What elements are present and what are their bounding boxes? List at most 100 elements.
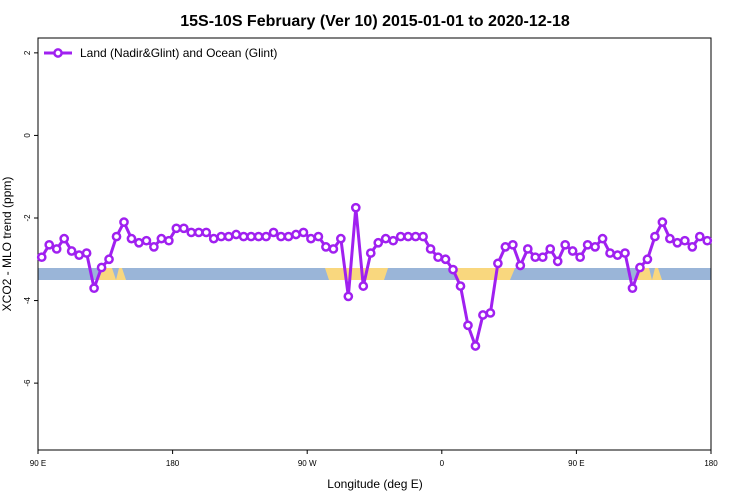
data-point bbox=[515, 260, 526, 271]
plot-frame bbox=[37, 37, 712, 451]
data-point bbox=[246, 231, 256, 242]
data-point bbox=[216, 231, 227, 242]
data-point bbox=[448, 264, 458, 275]
data-point bbox=[657, 217, 668, 227]
y-tick-label: 0 bbox=[23, 133, 32, 138]
data-point bbox=[433, 252, 443, 263]
data-point bbox=[268, 227, 279, 238]
data-point bbox=[171, 223, 182, 234]
land-band bbox=[116, 268, 126, 280]
data-point bbox=[560, 239, 571, 250]
data-point bbox=[590, 242, 600, 252]
data-point bbox=[328, 244, 339, 254]
data-point bbox=[74, 250, 84, 260]
data-point bbox=[156, 233, 167, 244]
data-point bbox=[620, 248, 630, 258]
data-point bbox=[238, 231, 249, 242]
x-tick-label: 0 bbox=[440, 459, 445, 468]
data-point bbox=[425, 244, 436, 254]
data-point bbox=[350, 202, 361, 213]
data-point bbox=[373, 237, 384, 248]
data-point bbox=[380, 233, 391, 244]
data-point bbox=[186, 227, 197, 238]
data-point bbox=[530, 252, 541, 263]
data-point bbox=[403, 231, 413, 242]
data-point bbox=[66, 246, 77, 256]
x-tick-label: 90 E bbox=[30, 459, 46, 468]
data-point bbox=[635, 262, 645, 273]
data-point bbox=[358, 281, 369, 291]
data-point bbox=[522, 244, 533, 254]
data-point bbox=[575, 252, 585, 263]
x-tick-label: 180 bbox=[704, 459, 718, 468]
data-point bbox=[336, 233, 346, 244]
y-tick-label: -6 bbox=[23, 379, 32, 387]
data-point bbox=[597, 233, 608, 244]
data-point bbox=[395, 231, 406, 242]
data-point bbox=[627, 283, 638, 294]
data-point bbox=[343, 291, 354, 302]
data-point bbox=[485, 308, 496, 318]
data-point bbox=[418, 231, 428, 242]
data-point bbox=[81, 248, 92, 258]
data-point bbox=[463, 320, 473, 331]
data-point bbox=[89, 283, 99, 294]
chart-title: 15S-10S February (Ver 10) 2015-01-01 to … bbox=[180, 13, 570, 30]
land-band bbox=[652, 268, 662, 280]
data-point bbox=[552, 256, 563, 267]
data-point bbox=[231, 229, 242, 240]
data-point bbox=[537, 252, 548, 263]
data-point bbox=[298, 227, 309, 238]
legend-label: Land (Nadir&Glint) and Ocean (Glint) bbox=[80, 46, 277, 60]
data-point bbox=[612, 250, 623, 260]
data-point bbox=[679, 235, 690, 246]
data-point bbox=[478, 310, 488, 320]
data-point bbox=[283, 231, 294, 242]
data-point bbox=[605, 248, 615, 258]
data-point bbox=[253, 231, 264, 242]
data-point bbox=[223, 231, 234, 242]
data-point bbox=[134, 237, 144, 248]
x-tick-label: 90 W bbox=[298, 459, 317, 468]
data-point bbox=[687, 242, 698, 252]
data-point bbox=[111, 231, 122, 242]
data-point bbox=[650, 231, 660, 242]
data-point bbox=[178, 223, 189, 234]
x-axis-label: Longitude (deg E) bbox=[327, 477, 422, 491]
legend-marker bbox=[53, 48, 63, 58]
data-point bbox=[96, 262, 107, 273]
y-tick-label: -4 bbox=[23, 296, 32, 304]
data-point bbox=[410, 231, 421, 242]
data-point bbox=[126, 233, 137, 244]
data-point bbox=[164, 235, 174, 246]
x-tick-label: 90 E bbox=[568, 459, 584, 468]
y-axis-label: XCO2 - MLO trend (ppm) bbox=[0, 177, 14, 312]
data-point bbox=[141, 235, 152, 246]
data-point bbox=[388, 235, 399, 246]
y-tick-label: -2 bbox=[23, 214, 32, 222]
data-point bbox=[44, 239, 55, 250]
data-point bbox=[51, 244, 62, 254]
data-point bbox=[261, 231, 271, 242]
data-point bbox=[470, 341, 481, 351]
data-point bbox=[500, 242, 511, 252]
data-point bbox=[119, 217, 129, 227]
data-point bbox=[321, 242, 331, 252]
data-point bbox=[104, 254, 114, 265]
data-point bbox=[306, 233, 316, 244]
data-point bbox=[193, 227, 204, 238]
data-point bbox=[694, 231, 705, 242]
data-point bbox=[36, 252, 47, 263]
data-point bbox=[672, 237, 683, 248]
data-point bbox=[59, 233, 70, 244]
data-point bbox=[149, 242, 159, 252]
data-point bbox=[567, 246, 578, 256]
data-point bbox=[201, 227, 212, 238]
data-point bbox=[440, 254, 451, 265]
x-tick-label: 180 bbox=[166, 459, 180, 468]
data-point bbox=[493, 258, 503, 269]
land-ocean-band bbox=[38, 268, 711, 280]
land-band bbox=[455, 268, 515, 280]
data-point bbox=[313, 231, 324, 242]
